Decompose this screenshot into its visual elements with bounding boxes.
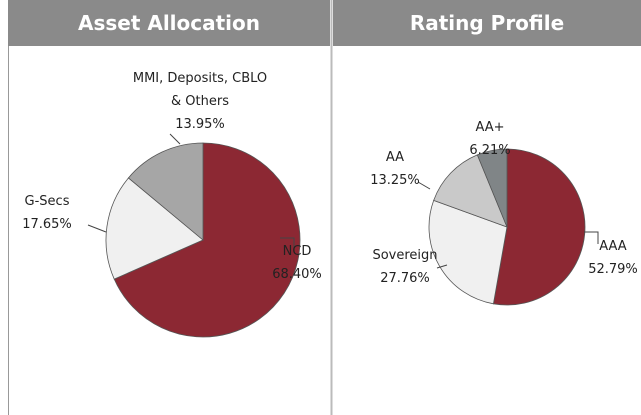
slice-name: NCD <box>282 244 312 259</box>
slice-value: 68.40% <box>272 267 322 282</box>
pie-slice <box>428 199 508 305</box>
leader-line <box>417 181 431 190</box>
pie-slice <box>433 154 508 228</box>
panel-title: Rating Profile <box>333 0 641 46</box>
slice-name: Sovereign <box>372 248 438 263</box>
slice-name: AA+ <box>475 120 505 135</box>
pie-slice <box>113 142 301 338</box>
leader-line <box>87 224 107 233</box>
slice-value: 13.25% <box>370 173 420 188</box>
leader-line <box>584 231 599 244</box>
slice-name: AAA <box>599 239 627 254</box>
leader-line <box>169 133 181 145</box>
pie-slice <box>127 142 204 241</box>
slice-value: 27.76% <box>380 271 430 286</box>
slice-name: MMI, Deposits, CBLO & Others <box>132 71 268 109</box>
pie-slice <box>476 148 508 228</box>
slice-value: 13.95% <box>175 117 225 132</box>
leader-line <box>436 264 448 269</box>
leader-line <box>280 237 295 250</box>
slice-value: 52.79% <box>588 262 638 277</box>
pie-slice <box>492 148 586 306</box>
slice-name: G-Secs <box>24 194 70 209</box>
slice-value: 6.21% <box>469 143 511 158</box>
slice-name: AA <box>385 150 405 165</box>
panel-title: Asset Allocation <box>8 0 330 46</box>
slice-value: 17.65% <box>22 217 72 232</box>
pie-slice <box>105 177 204 280</box>
